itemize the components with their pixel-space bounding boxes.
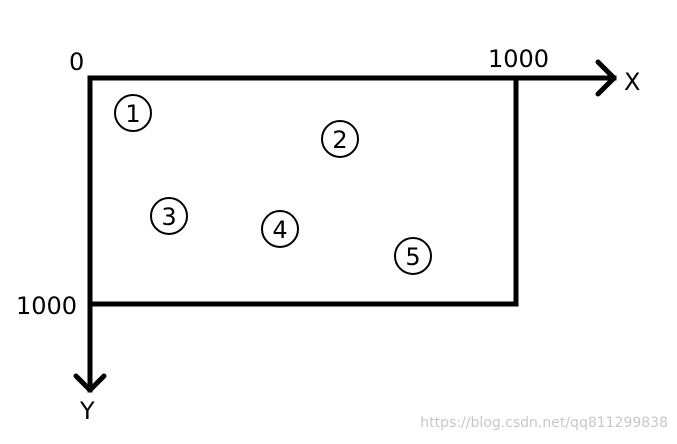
point-label-2: 2 bbox=[332, 126, 347, 154]
x-axis-arrowhead bbox=[595, 59, 617, 97]
x-max-label: 1000 bbox=[488, 45, 549, 73]
watermark-text: https://blog.csdn.net/qq811299838 bbox=[420, 415, 668, 431]
y-axis-arrowhead bbox=[73, 373, 107, 393]
point-marker-4: 4 bbox=[261, 210, 299, 248]
point-label-5: 5 bbox=[405, 243, 420, 271]
point-label-4: 4 bbox=[272, 216, 287, 244]
point-marker-1: 1 bbox=[114, 94, 152, 132]
y-axis-label: Y bbox=[79, 397, 95, 425]
point-marker-2: 2 bbox=[321, 120, 359, 158]
origin-label: 0 bbox=[69, 48, 84, 76]
point-marker-5: 5 bbox=[394, 237, 432, 275]
y-max-label: 1000 bbox=[16, 292, 77, 320]
x-axis-label: X bbox=[624, 68, 640, 96]
point-marker-3: 3 bbox=[150, 197, 188, 235]
point-label-3: 3 bbox=[161, 203, 176, 231]
point-label-1: 1 bbox=[125, 100, 140, 128]
